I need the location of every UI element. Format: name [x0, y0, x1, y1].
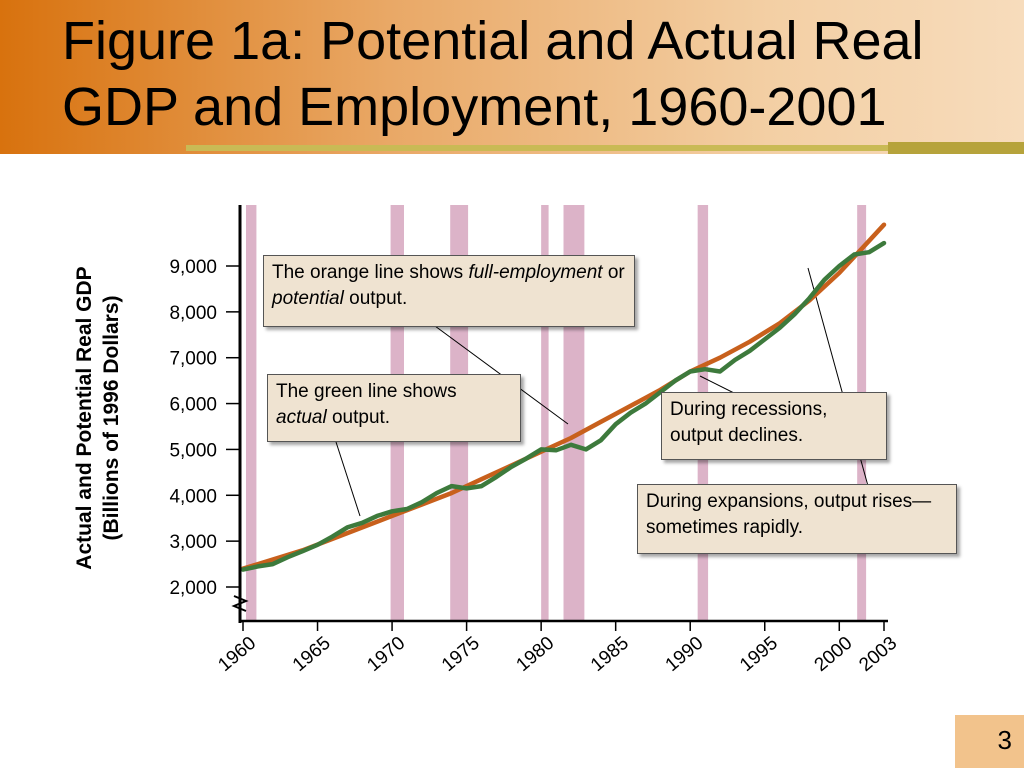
x-tick-label: 2003 [855, 633, 901, 676]
callout-green-line: The green line shows actual output. [267, 374, 521, 442]
y-tick-label: 7,000 [169, 349, 217, 370]
x-tick-label: 1990 [662, 633, 708, 676]
axis-break-mark [231, 595, 249, 612]
callout-recessions-text: During recessions, output declines. [670, 399, 828, 446]
callout-green-italic-1: actual [276, 407, 327, 428]
y-tick-label: 2,000 [169, 578, 217, 599]
series-line-actual [240, 240, 887, 572]
x-tick-label: 1995 [736, 633, 782, 676]
callout-green-text-2: output. [326, 407, 391, 428]
x-tick-label: 1965 [289, 633, 335, 676]
recession-band-3 [541, 205, 549, 621]
callout-green-text-1: The green line shows [276, 381, 457, 402]
x-tick-label: 2000 [811, 633, 857, 676]
series-lines [240, 222, 887, 572]
leader-line-green [335, 441, 361, 517]
x-tick-label: 1960 [214, 633, 260, 676]
y-tick-label: 9,000 [169, 257, 217, 278]
x-tick-label: 1970 [363, 633, 409, 676]
page-number: 3 [997, 725, 1012, 755]
x-tick-label: 1980 [512, 633, 558, 676]
callout-orange-italic-2: potential [272, 288, 344, 309]
y-tick-label: 3,000 [169, 532, 217, 553]
callout-orange-italic-1: full-employment [468, 262, 603, 283]
slide-title-line-1: Figure 1a: Potential and Actual Real [62, 11, 924, 71]
x-tick-label: 1985 [587, 633, 633, 676]
y-tick-label: 8,000 [169, 303, 217, 324]
title-accent-strip [888, 142, 1024, 154]
title-underline [186, 145, 888, 151]
callout-expansions-text: During expansions, output rises—sometime… [646, 491, 932, 538]
y-tick-label: 4,000 [169, 486, 217, 507]
series-line-potential [240, 222, 887, 571]
axes [231, 205, 888, 623]
title-bar [0, 0, 1024, 154]
callout-orange-line: The orange line shows full-employment or… [263, 255, 635, 327]
slide-title-line-2: GDP and Employment, 1960-2001 [62, 77, 887, 137]
y-ticks: 2,000 3,000 4,000 5,000 6,000 7,000 8,000 9,000 [169, 257, 240, 599]
x-tick-label: 1975 [438, 633, 484, 676]
callout-orange-text-3: output. [343, 288, 408, 309]
y-tick-label: 6,000 [169, 395, 217, 416]
callout-recessions: During recessions, output declines. [661, 392, 887, 460]
slide-title: Figure 1a: Potential and Actual Real GDP… [62, 8, 1002, 140]
page-number-box: 3 [955, 715, 1024, 768]
recession-band-0 [245, 205, 257, 621]
callout-orange-text-1: The orange line shows [272, 262, 469, 283]
callout-orange-text-2: or [602, 262, 625, 283]
callout-expansions: During expansions, output rises—sometime… [637, 484, 957, 554]
y-tick-label: 5,000 [169, 440, 217, 461]
